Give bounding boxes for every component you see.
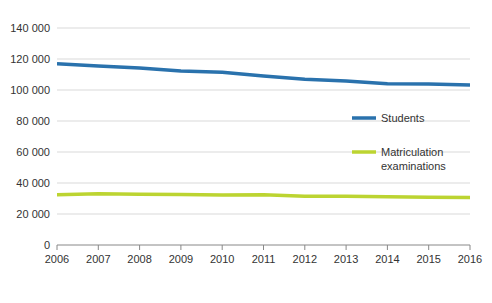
- x-tick-label: 2011: [252, 253, 276, 265]
- x-tick-label: 2016: [458, 253, 482, 265]
- x-tick: [263, 245, 264, 250]
- y-tick-label: 120 000: [10, 53, 50, 65]
- y-tick-label: 40 000: [16, 177, 50, 189]
- x-tick: [98, 245, 99, 250]
- x-tick-label: 2015: [416, 253, 440, 265]
- y-tick-label: 140 000: [10, 22, 50, 34]
- x-tick: [222, 245, 223, 250]
- x-tick: [57, 245, 58, 250]
- x-tick-label: 2006: [45, 253, 69, 265]
- legend-label: Matriculationexaminations: [381, 146, 446, 172]
- x-tick-label: 2010: [210, 253, 234, 265]
- x-tick-label: 2009: [169, 253, 193, 265]
- x-tick: [346, 245, 347, 250]
- series-line: [57, 194, 470, 198]
- legend-swatch: [352, 150, 376, 154]
- series-line: [57, 64, 470, 85]
- grid-line: [57, 183, 470, 184]
- grid-line: [57, 59, 470, 60]
- y-tick-label: 20 000: [16, 208, 50, 220]
- x-tick: [139, 245, 140, 250]
- x-tick-label: 2007: [86, 253, 110, 265]
- y-tick-label: 100 000: [10, 84, 50, 96]
- x-tick-label: 2012: [293, 253, 317, 265]
- x-tick-label: 2008: [127, 253, 151, 265]
- x-tick: [428, 245, 429, 250]
- x-tick-label: 2014: [375, 253, 399, 265]
- grid-line: [57, 28, 470, 29]
- x-tick: [180, 245, 181, 250]
- x-tick-label: 2013: [334, 253, 358, 265]
- y-tick-label: 0: [44, 239, 50, 251]
- grid-line: [57, 90, 470, 91]
- x-tick: [387, 245, 388, 250]
- grid-line: [57, 214, 470, 215]
- chart: 0 20 000 40 000 60 000 80 000 100 000 120 000 1…: [0, 0, 492, 303]
- y-tick-label: 80 000: [16, 115, 50, 127]
- x-tick: [470, 245, 471, 250]
- legend-swatch: [352, 116, 376, 120]
- plot-area: [57, 64, 470, 198]
- legend-label: Students: [381, 112, 425, 124]
- y-tick-label: 60 000: [16, 146, 50, 158]
- x-tick: [304, 245, 305, 250]
